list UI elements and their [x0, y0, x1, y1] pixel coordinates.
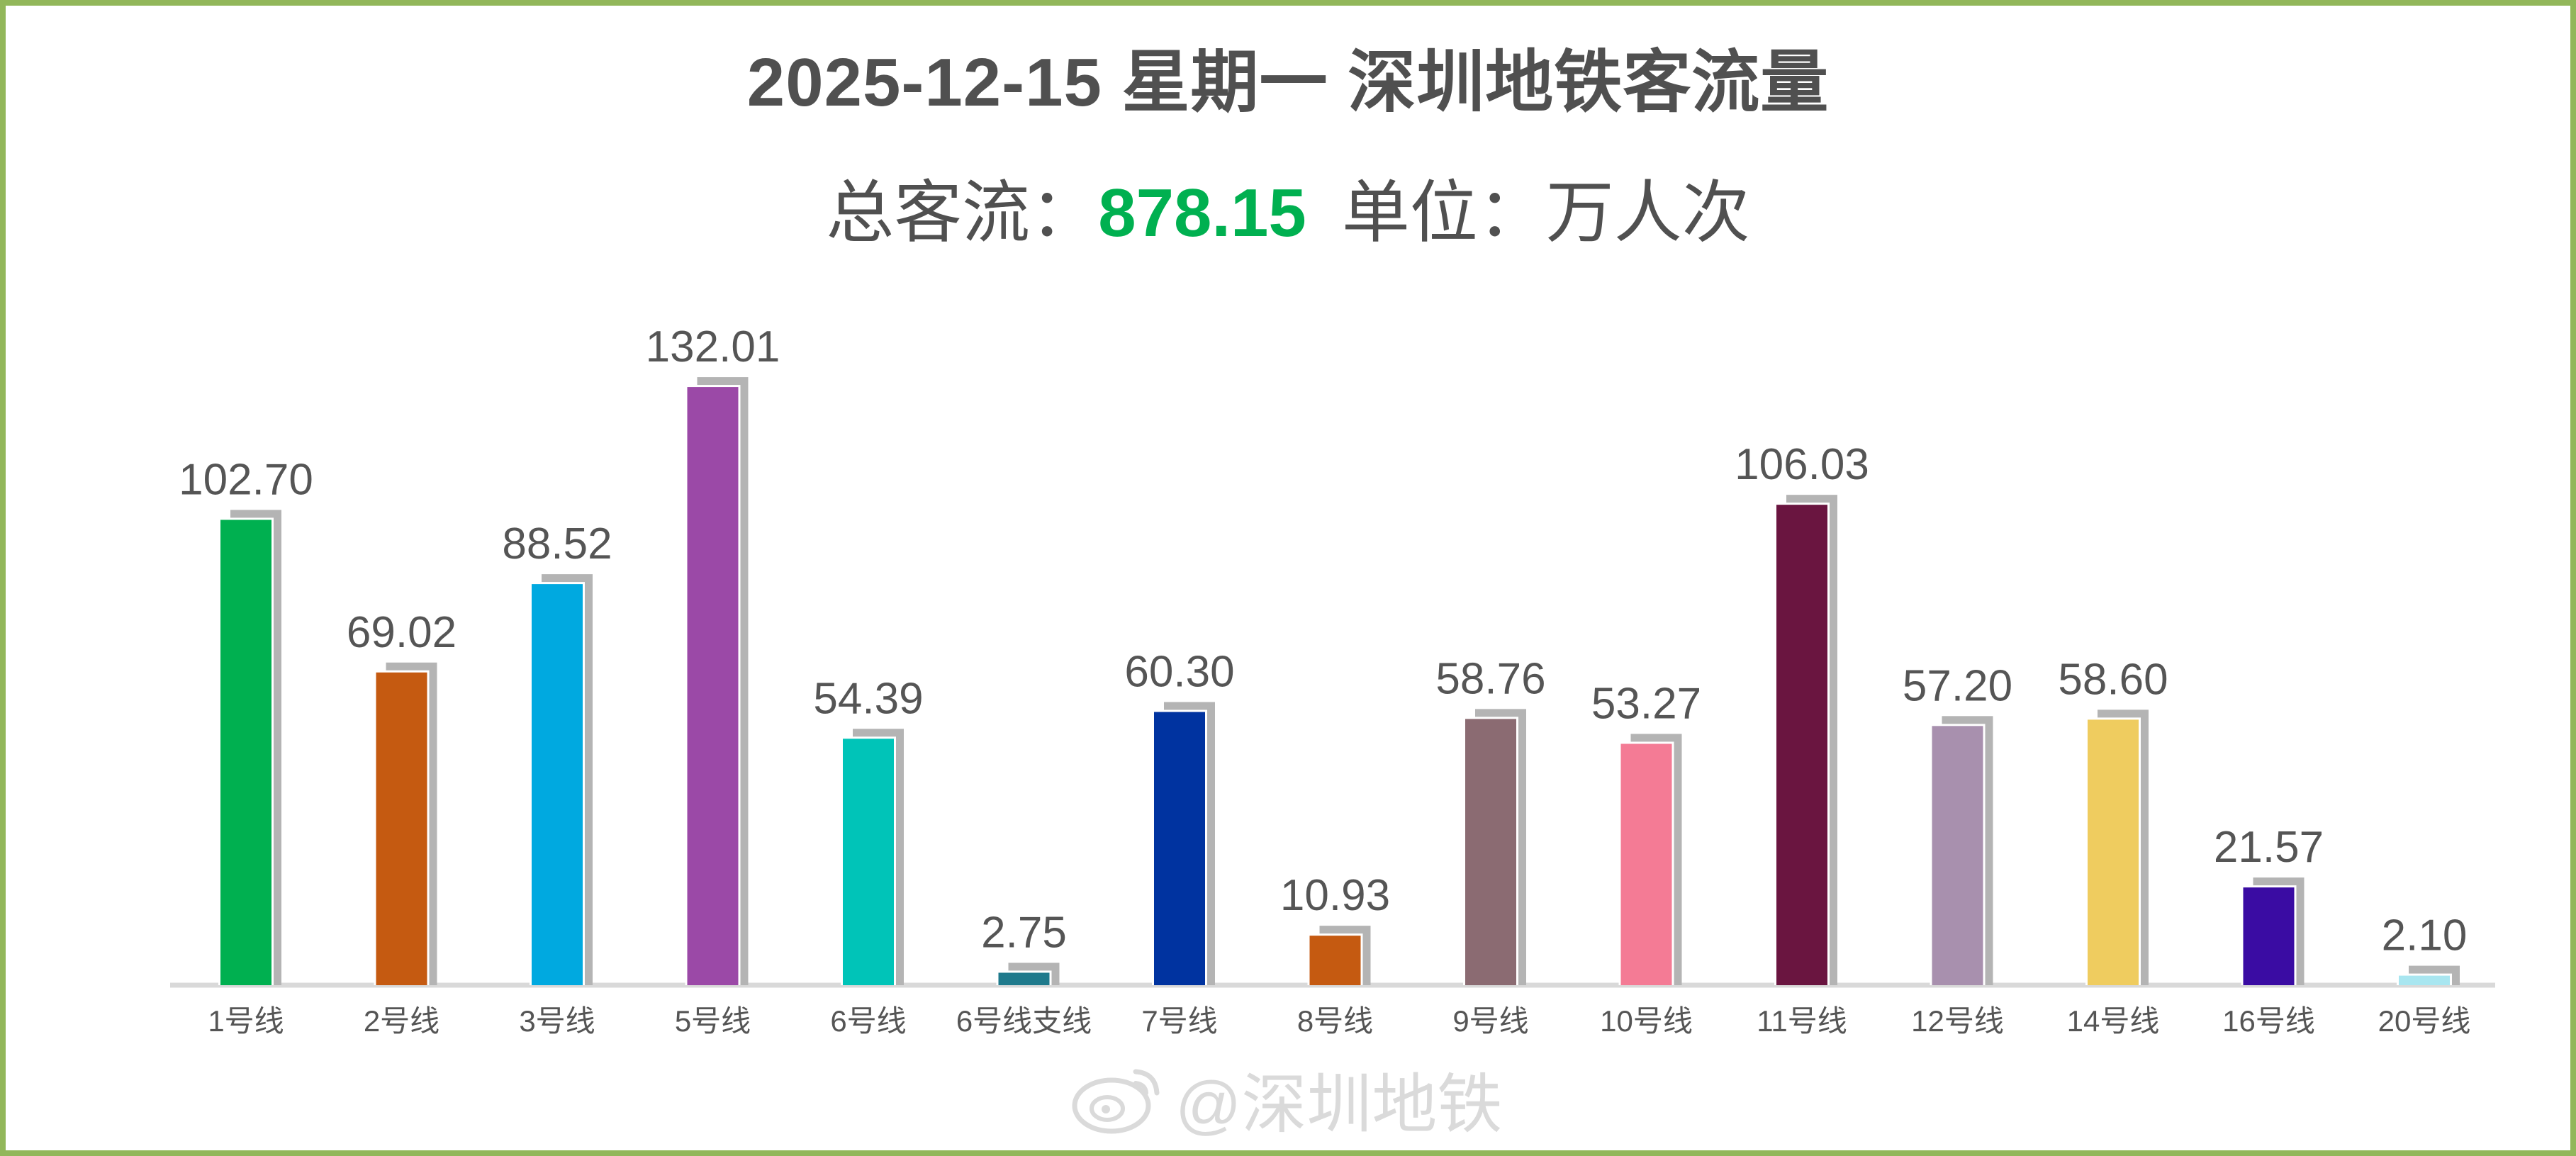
watermark: @深圳地铁 [1070, 1056, 1502, 1141]
category-label: 14号线 [2067, 1004, 2160, 1038]
chart-subtitle: 总客流：878.15 单位：万人次 [0, 157, 2576, 256]
value-label: 2.75 [981, 908, 1067, 957]
bar [376, 672, 427, 985]
category-label: 11号线 [1757, 1004, 1847, 1038]
value-label: 58.60 [2058, 655, 2168, 704]
value-label: 53.27 [1591, 679, 1701, 728]
category-label: 8号线 [1297, 1004, 1373, 1038]
category-label: 16号线 [2222, 1004, 2315, 1038]
category-label: 9号线 [1452, 1004, 1528, 1038]
category-label: 6号线支线 [956, 1004, 1092, 1038]
value-label: 2.10 [2382, 911, 2468, 960]
category-label: 3号线 [519, 1004, 595, 1038]
category-label: 7号线 [1141, 1004, 1217, 1038]
category-label: 2号线 [364, 1004, 439, 1038]
total-label: 总客流： [826, 175, 1099, 251]
category-label: 12号线 [1911, 1004, 2004, 1038]
value-label: 102.70 [179, 455, 313, 504]
bar [2243, 887, 2295, 985]
value-label: 54.39 [813, 674, 923, 723]
bar [1465, 719, 1516, 985]
total-value: 878.15 [1098, 175, 1306, 251]
bar [1776, 505, 1827, 985]
value-label: 132.01 [646, 322, 780, 371]
value-label: 57.20 [1903, 661, 2012, 710]
bar [2399, 975, 2450, 985]
value-label: 106.03 [1735, 440, 1869, 489]
category-label: 6号线 [830, 1004, 906, 1038]
bar [532, 584, 583, 985]
bar [1620, 743, 1672, 985]
bar [1309, 936, 1361, 985]
bar [843, 739, 894, 985]
value-label: 21.57 [2214, 823, 2324, 872]
bar [2088, 719, 2139, 985]
bar [998, 972, 1050, 985]
bar [1932, 726, 1983, 985]
value-label: 88.52 [502, 520, 612, 568]
watermark-text: @深圳地铁 [1175, 1068, 1503, 1141]
value-label: 10.93 [1280, 871, 1390, 920]
category-label: 20号线 [2378, 1004, 2471, 1038]
value-label: 69.02 [347, 608, 457, 657]
value-label: 60.30 [1124, 648, 1234, 697]
bar [220, 520, 271, 985]
bar [1154, 712, 1205, 985]
value-label: 58.76 [1435, 654, 1545, 703]
unit-label: 单位：万人次 [1341, 175, 1750, 251]
category-label: 10号线 [1600, 1004, 1693, 1038]
category-label: 5号线 [675, 1004, 751, 1038]
category-label: 1号线 [208, 1004, 284, 1038]
chart-title: 2025-12-15 星期一 深圳地铁客流量 [746, 45, 1830, 120]
bar [687, 387, 739, 985]
weibo-logo-icon [1072, 1069, 1160, 1134]
